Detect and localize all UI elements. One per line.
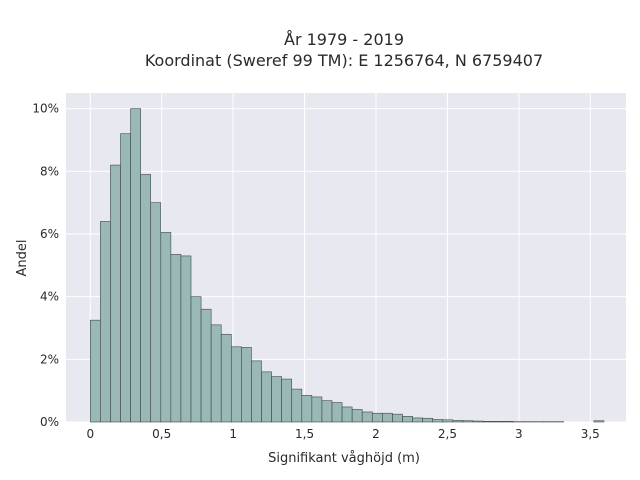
histogram-bar xyxy=(492,421,504,423)
histogram-bar xyxy=(281,378,293,423)
histogram-bar xyxy=(472,420,484,423)
histogram-bar xyxy=(361,411,373,423)
y-tick-label: 6% xyxy=(40,227,59,241)
histogram-bar xyxy=(220,333,232,423)
histogram-bar xyxy=(392,413,403,423)
histogram-bar xyxy=(482,421,494,423)
histogram-bar xyxy=(593,420,605,423)
histogram-bar xyxy=(130,108,141,423)
x-tick-label: 3 xyxy=(515,427,523,441)
x-tick-label: 2,5 xyxy=(438,427,457,441)
histogram-bar xyxy=(311,396,323,423)
histogram-bar xyxy=(210,324,222,423)
histogram-bar xyxy=(452,420,464,423)
histogram-bar xyxy=(200,308,212,423)
histogram-bar xyxy=(442,419,454,423)
chart-title-line-1: År 1979 - 2019 xyxy=(284,30,404,49)
x-tick-label: 3,5 xyxy=(581,427,600,441)
histogram-bar xyxy=(150,202,162,423)
histogram-bar xyxy=(422,417,434,423)
histogram-bar xyxy=(432,419,444,423)
histogram-bar xyxy=(341,406,353,423)
histogram-bar xyxy=(371,412,383,423)
histogram-bar xyxy=(402,416,413,423)
histogram-bar xyxy=(170,254,182,423)
histogram-bar xyxy=(110,164,121,423)
histogram-bar xyxy=(412,417,423,423)
histogram-bar xyxy=(321,400,333,423)
histogram-bar xyxy=(120,133,131,423)
histogram-bar xyxy=(331,402,343,423)
histogram-bar xyxy=(230,346,242,423)
histogram-bar xyxy=(271,376,282,423)
histogram-bar xyxy=(261,371,272,423)
histogram-bar xyxy=(100,221,111,423)
x-tick-label: 0 xyxy=(86,427,94,441)
y-tick-label: 2% xyxy=(40,352,59,366)
x-tick-label: 0,5 xyxy=(152,427,171,441)
histogram-bar xyxy=(160,232,172,423)
x-tick-label: 1,5 xyxy=(295,427,314,441)
histogram-bar xyxy=(89,319,101,423)
histogram-bar xyxy=(140,174,152,423)
histogram-bar xyxy=(462,420,474,423)
histogram-bar xyxy=(382,412,393,423)
histogram-bar xyxy=(502,421,514,423)
x-tick-label: 1 xyxy=(229,427,237,441)
y-axis-label: Andel xyxy=(15,240,30,277)
x-tick-label: 2 xyxy=(372,427,380,441)
histogram-bar xyxy=(180,255,192,423)
histogram-bar xyxy=(190,296,202,423)
y-tick-label: 0% xyxy=(40,415,59,429)
y-tick-label: 8% xyxy=(40,164,59,178)
histogram-bars xyxy=(89,108,605,423)
y-tick-labels: 0% 2% 4% 6% 8% 10% xyxy=(32,102,59,429)
grid-lines xyxy=(66,93,626,423)
histogram-bar xyxy=(241,347,252,423)
y-tick-label: 10% xyxy=(32,102,59,116)
chart-title-line-2: Koordinat (Sweref 99 TM): E 1256764, N 6… xyxy=(145,51,543,70)
histogram-bar xyxy=(291,388,303,423)
histogram-bar xyxy=(301,395,313,423)
y-tick-label: 4% xyxy=(40,290,59,304)
x-tick-labels: 0 0,5 1 1,5 2 2,5 3 3,5 xyxy=(86,427,599,441)
histogram-bar xyxy=(351,409,363,423)
histogram-bar xyxy=(251,360,262,423)
x-axis-label: Signifikant våghöjd (m) xyxy=(268,451,420,466)
